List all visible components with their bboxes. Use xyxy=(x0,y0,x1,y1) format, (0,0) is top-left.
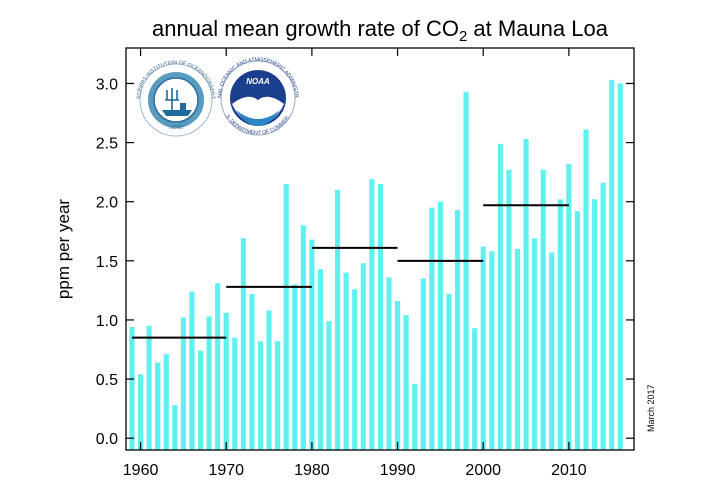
bar-1983 xyxy=(335,189,341,450)
bar-1991 xyxy=(403,315,409,450)
y-axis: 0.0 0.5 1.0 1.5 2.0 2.5 3.0 xyxy=(96,76,634,448)
bar-1997 xyxy=(454,209,461,450)
bar-1973 xyxy=(249,293,255,450)
bar-1961 xyxy=(146,325,152,450)
bar-1972 xyxy=(240,238,246,450)
bar-1965 xyxy=(180,317,186,450)
plot-frame xyxy=(125,47,635,451)
bar-1988 xyxy=(377,183,383,450)
bar-1978 xyxy=(292,284,298,450)
bar-2013 xyxy=(592,199,598,450)
bar-1986 xyxy=(360,263,366,450)
y-tick-label: 0.0 xyxy=(96,431,118,448)
bar-2014 xyxy=(600,182,606,451)
bar-1982 xyxy=(326,321,332,450)
chart-title: annual mean growth rate of CO2 at Mauna … xyxy=(152,16,609,45)
y-tick-label: 1.5 xyxy=(96,254,118,271)
x-tick-label: 1960 xyxy=(123,462,159,479)
bar-2001 xyxy=(489,251,495,450)
bar-1984 xyxy=(343,272,349,450)
bar-2007 xyxy=(540,169,546,450)
y-tick-label: 0.5 xyxy=(96,372,118,389)
bar-1968 xyxy=(206,316,212,450)
bar-1963 xyxy=(163,354,169,450)
svg-text:UCSD: UCSD xyxy=(168,124,184,131)
bar-2015 xyxy=(609,79,615,451)
y-tick-label: 2.5 xyxy=(96,136,118,153)
bar-2009 xyxy=(557,199,563,450)
bar-1969 xyxy=(215,283,221,450)
bar-1974 xyxy=(257,341,264,450)
bar-1960 xyxy=(137,374,144,450)
bars-group xyxy=(129,79,623,451)
bar-1980 xyxy=(309,239,315,450)
y-axis-label: ppm per year xyxy=(54,199,73,299)
date-note: March 2017 xyxy=(646,384,656,432)
x-axis: 1960 1970 1980 1990 2000 2010 xyxy=(123,48,587,479)
bar-1992 xyxy=(412,383,418,450)
noaa-wordmark: NOAA xyxy=(246,77,270,86)
y-tick-label: 1.0 xyxy=(96,313,118,330)
bar-2003 xyxy=(506,169,512,450)
bar-2000 xyxy=(480,246,486,450)
bar-1999 xyxy=(472,328,478,450)
bar-1979 xyxy=(300,225,306,450)
scripps-logo-ucsd: UCSD xyxy=(168,124,184,131)
bar-1976 xyxy=(275,341,281,450)
bar-1990 xyxy=(394,301,401,450)
bar-1987 xyxy=(369,179,375,451)
bar-1993 xyxy=(420,278,426,450)
bar-1964 xyxy=(172,405,178,450)
trident-icon xyxy=(165,88,179,110)
bar-1970 xyxy=(223,312,229,450)
bar-2002 xyxy=(497,143,503,450)
bar-1996 xyxy=(446,293,452,450)
decade-means-group xyxy=(132,204,569,339)
bar-1975 xyxy=(266,310,272,450)
x-tick-label: 2010 xyxy=(551,462,587,479)
bar-2010 xyxy=(566,163,572,450)
bar-2016 xyxy=(617,83,623,450)
bar-2012 xyxy=(583,129,589,450)
y-tick-label: 2.0 xyxy=(96,195,118,212)
bar-1995 xyxy=(437,201,443,450)
ship-icon xyxy=(162,103,192,116)
x-tick-label: 1990 xyxy=(380,462,416,479)
bar-1989 xyxy=(386,277,392,450)
y-tick-label: 3.0 xyxy=(96,76,118,93)
bar-1998 xyxy=(463,91,469,450)
bar-1994 xyxy=(429,207,435,450)
bar-2006 xyxy=(532,238,538,450)
bar-1966 xyxy=(189,291,195,450)
x-tick-label: 2000 xyxy=(465,462,501,479)
bar-2004 xyxy=(514,249,521,450)
bar-1971 xyxy=(232,337,238,450)
bar-2011 xyxy=(574,211,581,450)
bar-1977 xyxy=(283,183,289,450)
x-tick-label: 1970 xyxy=(208,462,244,479)
bar-1967 xyxy=(197,350,204,450)
bar-1959 xyxy=(129,327,135,450)
bar-2008 xyxy=(549,252,555,450)
bar-1981 xyxy=(317,269,324,450)
x-tick-label: 1980 xyxy=(294,462,330,479)
bar-1985 xyxy=(352,289,358,450)
bar-1962 xyxy=(155,362,161,450)
scripps-logo: SCRIPPS INSTITUTION OF OCEANOGRAPHY UCSD xyxy=(136,60,216,137)
bar-2005 xyxy=(523,139,529,451)
